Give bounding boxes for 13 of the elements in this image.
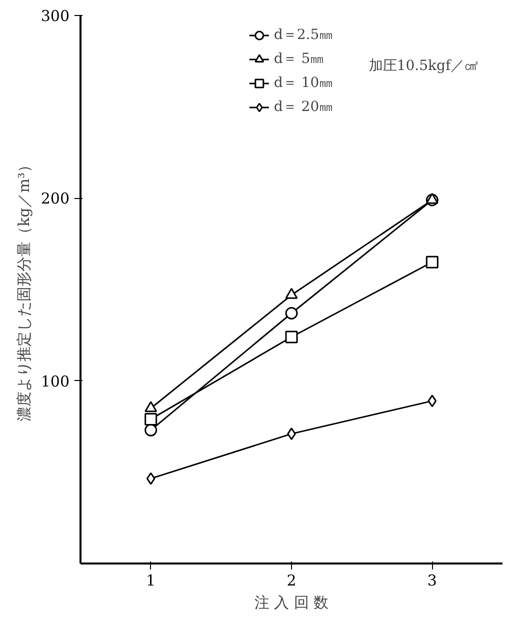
legend-label: d＝ 5㎜ (274, 50, 324, 68)
legend-label: d＝2.5㎜ (274, 26, 334, 44)
annotation: 加圧10.5kgf／㎠ (368, 58, 479, 74)
x-tick-label: 3 (427, 572, 437, 590)
x-axis-title: 注 入 回 数 (254, 594, 329, 612)
y-tick-label: 200 (40, 190, 70, 208)
y-tick-label: 100 (40, 372, 70, 390)
y-axis-title: 濃度より推定した固形分量（kg／m³） (14, 158, 33, 422)
y-tick-label: 300 (40, 7, 70, 25)
legend-label: d＝ 10㎜ (274, 74, 334, 92)
legend-label: d＝ 20㎜ (274, 98, 334, 116)
x-tick-label: 2 (286, 572, 296, 590)
x-tick-label: 1 (146, 572, 156, 590)
